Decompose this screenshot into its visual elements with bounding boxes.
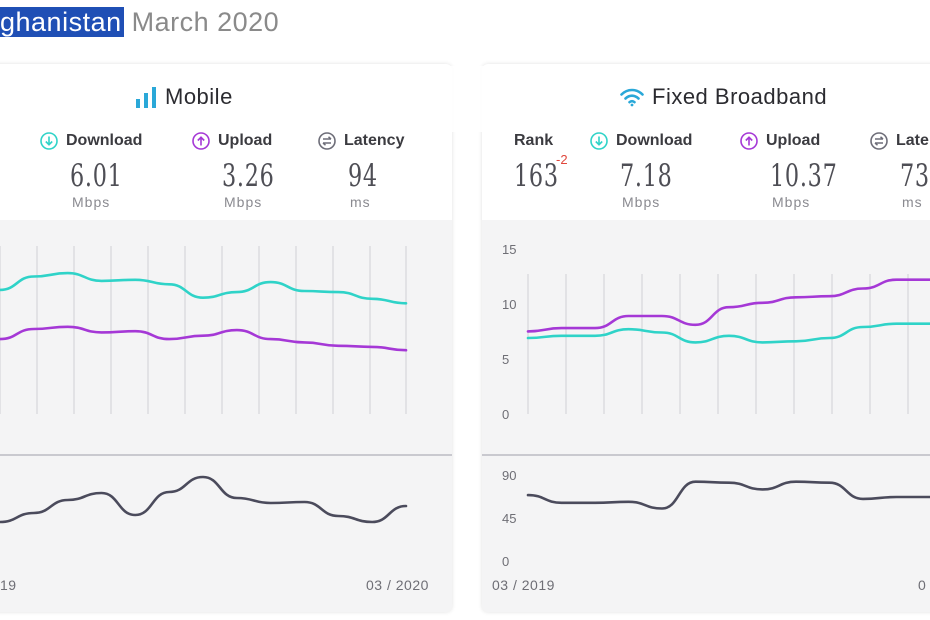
fixed-speed-upload-line — [526, 278, 930, 333]
fixed-rank-stat: Rank 163 -2 — [514, 130, 568, 194]
fixed-speed-y-tick-label: 15 — [502, 242, 517, 257]
mobile-card-header: Mobile k 1 Download 6.01 Mbps Upload 3.2… — [0, 64, 452, 220]
fixed-chart-divider — [482, 454, 930, 456]
mobile-title-text: Mobile — [165, 84, 233, 109]
fixed-latency-unit: ms — [902, 194, 923, 210]
upload-arrow-icon — [192, 132, 210, 150]
mobile-upload-value: 3.26 — [222, 158, 275, 194]
fixed-latency-y-tick-label: 0 — [502, 554, 510, 569]
fixed-latency-stat: Late 73 ms — [870, 130, 929, 210]
mobile-chart-divider — [0, 454, 452, 456]
fixed-title-text: Fixed Broadband — [652, 84, 828, 109]
fixed-title: Fixed Broadband — [620, 82, 827, 112]
mobile-card: Mobile k 1 Download 6.01 Mbps Upload 3.2… — [0, 64, 452, 612]
mobile-x-end-label: 03 / 2020 — [366, 577, 429, 593]
fixed-speed-y-tick-label: 10 — [502, 297, 517, 312]
fixed-broadband-card: Fixed Broadband Rank 163 -2 Download 7.1… — [482, 64, 930, 612]
mobile-download-stat: Download 6.01 Mbps — [40, 130, 143, 210]
latency-arrows-icon — [870, 132, 888, 150]
fixed-latency-y-tick-label: 45 — [502, 511, 517, 526]
upload-arrow-icon — [740, 132, 758, 150]
fixed-card-header: Fixed Broadband Rank 163 -2 Download 7.1… — [482, 64, 930, 220]
fixed-chart — [526, 274, 930, 510]
mobile-latency-unit: ms — [350, 194, 371, 210]
fixed-latency-latency-line — [526, 480, 930, 510]
fixed-download-stat: Download 7.18 Mbps — [590, 130, 693, 210]
country-name: ghanistan — [0, 7, 124, 37]
mobile-speed-download-line — [0, 271, 408, 305]
mobile-upload-stat: Upload 3.26 Mbps — [192, 130, 274, 210]
fixed-speed-download-line — [526, 322, 930, 344]
mobile-speed-upload-line — [0, 325, 408, 352]
watermark-overlay — [398, 66, 544, 132]
fixed-upload-value: 10.37 — [770, 158, 838, 194]
fixed-rank-label: Rank — [514, 132, 554, 149]
report-date: March 2020 — [131, 7, 280, 37]
fixed-speed-y-tick-label: 5 — [502, 352, 510, 367]
mobile-chart — [0, 246, 408, 524]
mobile-latency-label: Latency — [344, 132, 405, 149]
fixed-x-end-label: 0 — [918, 577, 927, 593]
mobile-x-start-label: 19 — [0, 577, 17, 593]
fixed-upload-unit: Mbps — [772, 194, 811, 210]
mobile-latency-value: 94 — [348, 158, 378, 194]
mobile-download-label: Download — [66, 132, 143, 149]
wifi-icon — [620, 88, 644, 107]
fixed-download-label: Download — [616, 132, 693, 149]
fixed-rank-change: -2 — [556, 152, 568, 167]
mobile-download-value: 6.01 — [70, 158, 123, 194]
mobile-rank-value: 1 — [0, 158, 1, 194]
mobile-latency-stat: Latency 94 ms — [318, 130, 405, 210]
fixed-rank-value: 163 — [514, 158, 559, 194]
fixed-download-unit: Mbps — [622, 194, 661, 210]
signal-bars-icon — [136, 87, 156, 108]
fixed-upload-stat: Upload 10.37 Mbps — [740, 130, 837, 210]
mobile-upload-unit: Mbps — [224, 194, 263, 210]
fixed-speed-y-tick-label: 0 — [502, 407, 510, 422]
fixed-x-start-label: 03 / 2019 — [492, 577, 555, 593]
mobile-latency-latency-line — [0, 475, 408, 524]
mobile-title: Mobile — [135, 82, 233, 112]
latency-arrows-icon — [318, 132, 336, 150]
fixed-latency-y-tick-label: 90 — [502, 468, 517, 483]
fixed-latency-value: 73 — [900, 158, 930, 194]
download-arrow-icon — [40, 132, 58, 150]
mobile-upload-label: Upload — [218, 132, 273, 149]
mobile-download-unit: Mbps — [72, 194, 111, 210]
fixed-upload-label: Upload — [766, 132, 821, 149]
download-arrow-icon — [590, 132, 608, 150]
page-header: ghanistan March 2020 — [0, 4, 279, 44]
fixed-download-value: 7.18 — [620, 158, 673, 194]
fixed-latency-label: Late — [896, 132, 929, 149]
